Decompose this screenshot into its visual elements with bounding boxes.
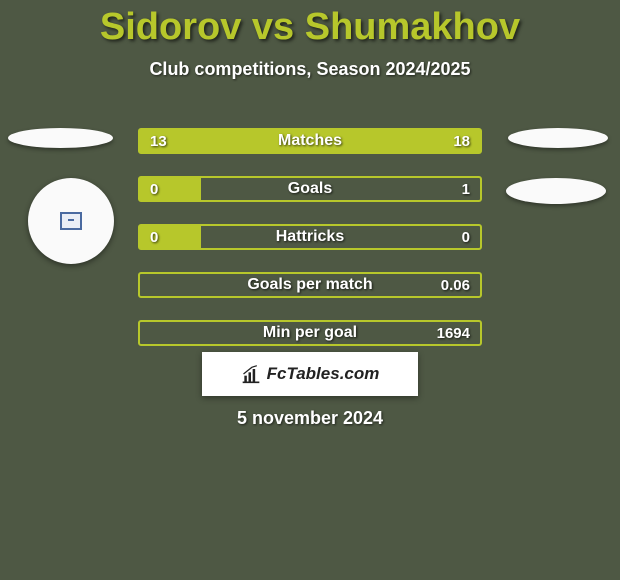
stat-bar: Hattricks00: [138, 224, 482, 250]
stat-value-left: 0: [150, 226, 158, 248]
stat-value-right: 0: [462, 226, 470, 248]
stat-bars: Matches1318Goals01Hattricks00Goals per m…: [138, 128, 482, 368]
stat-bar: Min per goal1694: [138, 320, 482, 346]
subtitle: Club competitions, Season 2024/2025: [0, 59, 620, 80]
stat-value-right: 0.06: [441, 274, 470, 296]
snapshot-date: 5 november 2024: [0, 408, 620, 429]
stat-value-right: 18: [453, 130, 470, 152]
chart-bars-icon: [241, 364, 261, 384]
player-right-photo-placeholder-1: [508, 128, 608, 148]
stat-value-left: 13: [150, 130, 167, 152]
placeholder-image-icon: [60, 212, 82, 230]
stat-value-right: 1: [462, 178, 470, 200]
player-right-photo-placeholder-2: [506, 178, 606, 204]
stat-label: Goals per match: [140, 274, 480, 296]
stat-value-left: 0: [150, 178, 158, 200]
stat-value-right: 1694: [437, 322, 470, 344]
stat-bar: Matches1318: [138, 128, 482, 154]
comparison-widget: Sidorov vs Shumakhov Club competitions, …: [0, 0, 620, 580]
page-title: Sidorov vs Shumakhov: [0, 0, 620, 49]
bar-fill-right: [276, 130, 480, 152]
stat-bar: Goals01: [138, 176, 482, 202]
brand-text: FcTables.com: [267, 364, 380, 384]
player-left-badge: [28, 178, 114, 264]
player-left-photo-placeholder: [8, 128, 113, 148]
stat-bar: Goals per match0.06: [138, 272, 482, 298]
brand-card[interactable]: FcTables.com: [202, 352, 418, 396]
stat-label: Min per goal: [140, 322, 480, 344]
